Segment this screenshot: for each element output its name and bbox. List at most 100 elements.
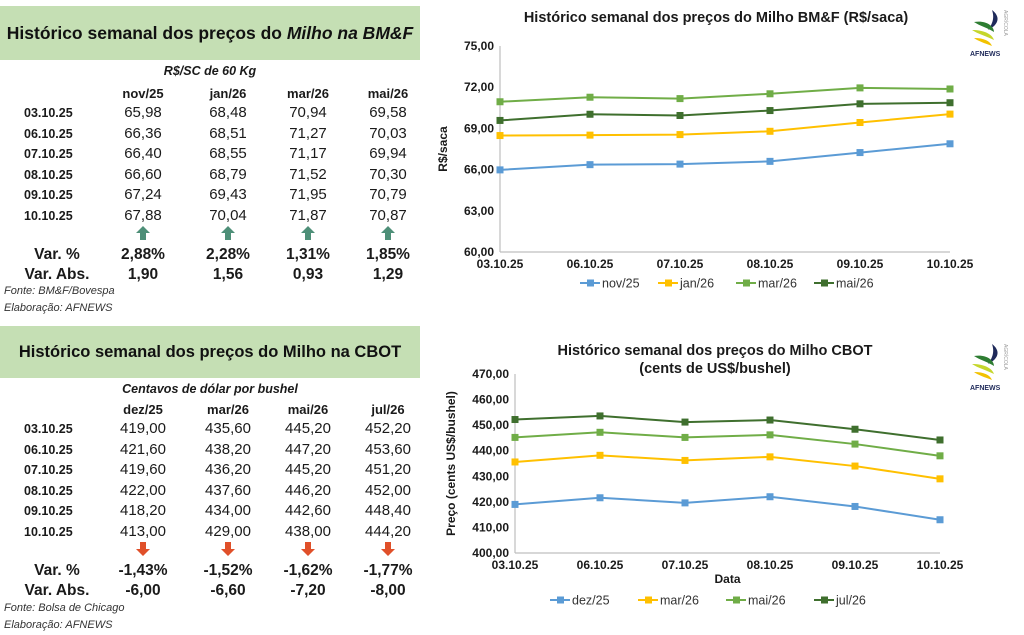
- table-cell: 67,24: [124, 186, 162, 203]
- series-line-dez/25: [514, 495, 941, 521]
- data-point-mar/26: [586, 93, 594, 101]
- table-cell: 419,60: [120, 461, 166, 478]
- arrow-up-icon: [188, 225, 268, 246]
- table-cell: 70,03: [369, 124, 407, 142]
- table-cell: 68,48: [209, 104, 247, 121]
- data-point-jan/26: [856, 118, 864, 126]
- column-header: mai/26: [287, 402, 329, 417]
- table-cell: 71,27: [289, 124, 327, 142]
- table-cell: 444,20: [365, 522, 411, 540]
- legend-marker: [587, 279, 594, 287]
- x-tick-label: 09.10.25: [837, 257, 884, 271]
- table-cell: 429,00: [205, 522, 251, 540]
- y-tick-label: 60,00: [464, 245, 494, 259]
- var-pct-label: Var. %: [34, 246, 80, 263]
- var-abs-value: -6,60: [210, 582, 246, 599]
- cbot-table-title: Histórico semanal dos preços do Milho na…: [0, 326, 420, 378]
- x-tick-label: 06.10.25: [567, 257, 614, 271]
- row-date-label: 06.10.25: [24, 442, 73, 457]
- bmf-title-plain: Histórico semanal dos preços do: [6, 22, 282, 43]
- data-point-jul/26: [511, 416, 519, 424]
- table-cell: 419,00: [120, 420, 166, 437]
- cbot-unit-label: Centavos de dólar por bushel: [122, 382, 298, 396]
- y-tick-label: 72,00: [464, 80, 494, 94]
- table-cell: 447,20: [285, 440, 331, 458]
- table-cell: 68,55: [209, 145, 247, 162]
- series-line-jul/26: [514, 414, 941, 441]
- data-point-mai/26: [511, 433, 519, 441]
- row-date-label: 06.10.25: [24, 126, 73, 141]
- x-tick-label: 10.10.25: [927, 257, 974, 271]
- data-point-jan/26: [946, 110, 954, 118]
- row-date-label: 10.10.25: [24, 208, 73, 223]
- var-pct-value: -1,77%: [363, 562, 413, 579]
- row-date-label: 08.10.25: [24, 483, 73, 498]
- var-abs-value: -8,00: [370, 582, 406, 599]
- x-tick-label: 09.10.25: [832, 558, 879, 572]
- series-line-jan/26: [499, 113, 951, 137]
- cbot-line-chart: Histórico semanal dos preços do Milho CB…: [444, 343, 1009, 608]
- table-cell: 437,60: [205, 481, 251, 499]
- arrow-up-icon: [103, 225, 183, 246]
- x-tick-label: 07.10.25: [662, 558, 709, 572]
- data-point-mai/26: [676, 111, 684, 119]
- bmf-credit: Elaboração: AFNEWS: [4, 302, 113, 314]
- table-cell: 70,87: [369, 206, 407, 224]
- bmf-line-chart: Histórico semanal dos preços do Milho BM…: [436, 10, 1009, 291]
- table-cell: 438,20: [205, 440, 251, 458]
- legend-label: jan/26: [679, 277, 714, 291]
- row-date-label: 07.10.25: [24, 147, 73, 161]
- cbot-source: Fonte: Bolsa de Chicago: [4, 602, 125, 614]
- table-cell: 453,60: [365, 440, 411, 458]
- data-point-mar/26: [766, 90, 774, 98]
- table-cell: 68,51: [209, 124, 247, 142]
- logo-brand-text: AFNEWS: [970, 51, 1001, 58]
- var-abs-value: -7,20: [290, 582, 326, 599]
- y-axis-label: Preço (cents US$/bushel): [444, 391, 458, 536]
- y-tick-label: 430,00: [472, 469, 509, 483]
- data-point-mar/26: [936, 475, 944, 483]
- var-abs-value: 0,93: [292, 266, 324, 283]
- table-cell: 436,20: [205, 461, 251, 478]
- table-cell: 66,36: [124, 124, 162, 142]
- series-line-mar/26: [514, 454, 941, 480]
- data-point-mai/26: [766, 107, 774, 115]
- table-cell: 451,20: [365, 461, 411, 478]
- column-header: jul/26: [371, 402, 405, 417]
- table-cell: 71,52: [289, 165, 327, 183]
- afnews-logo: AFNEWS AGRÍCOLA: [970, 344, 1009, 392]
- logo-leaf-lime-icon: [972, 30, 994, 40]
- data-point-mai/26: [496, 116, 504, 124]
- data-point-jul/26: [596, 412, 604, 420]
- data-point-mai/26: [936, 452, 944, 460]
- var-pct-value: -1,43%: [118, 562, 168, 579]
- data-point-mar/26: [851, 462, 859, 470]
- data-point-mai/26: [856, 100, 864, 108]
- row-date-label: 07.10.25: [24, 463, 73, 477]
- x-tick-label: 03.10.25: [492, 558, 539, 572]
- arrow-up-icon: [348, 225, 428, 246]
- var-pct-value: -1,62%: [283, 562, 333, 579]
- data-point-mai/26: [596, 428, 604, 436]
- data-point-mar/26: [676, 95, 684, 103]
- y-tick-label: 410,00: [472, 520, 509, 534]
- table-cell: 418,20: [120, 502, 166, 519]
- y-tick-label: 75,00: [464, 39, 494, 53]
- y-tick-label: 400,00: [472, 546, 509, 560]
- y-tick-label: 420,00: [472, 495, 509, 509]
- x-tick-label: 03.10.25: [477, 257, 524, 271]
- logo-leaf-yellow-icon: [974, 372, 992, 380]
- legend-label: mar/26: [758, 277, 797, 291]
- data-point-jul/26: [681, 418, 689, 426]
- data-point-dez/25: [681, 499, 689, 507]
- data-point-mai/26: [586, 110, 594, 118]
- legend-marker: [743, 279, 750, 287]
- legend-label: mar/26: [660, 594, 699, 608]
- bmf-table-panel: Histórico semanal dos preços do Milho na…: [0, 0, 420, 320]
- var-pct-value: 1,31%: [286, 246, 330, 263]
- data-point-nov/25: [586, 161, 594, 169]
- legend-marker: [821, 596, 828, 604]
- cbot-table-panel: Histórico semanal dos preços do Milho na…: [0, 326, 420, 635]
- arrow-down-icon: [268, 541, 348, 562]
- data-point-nov/25: [676, 160, 684, 168]
